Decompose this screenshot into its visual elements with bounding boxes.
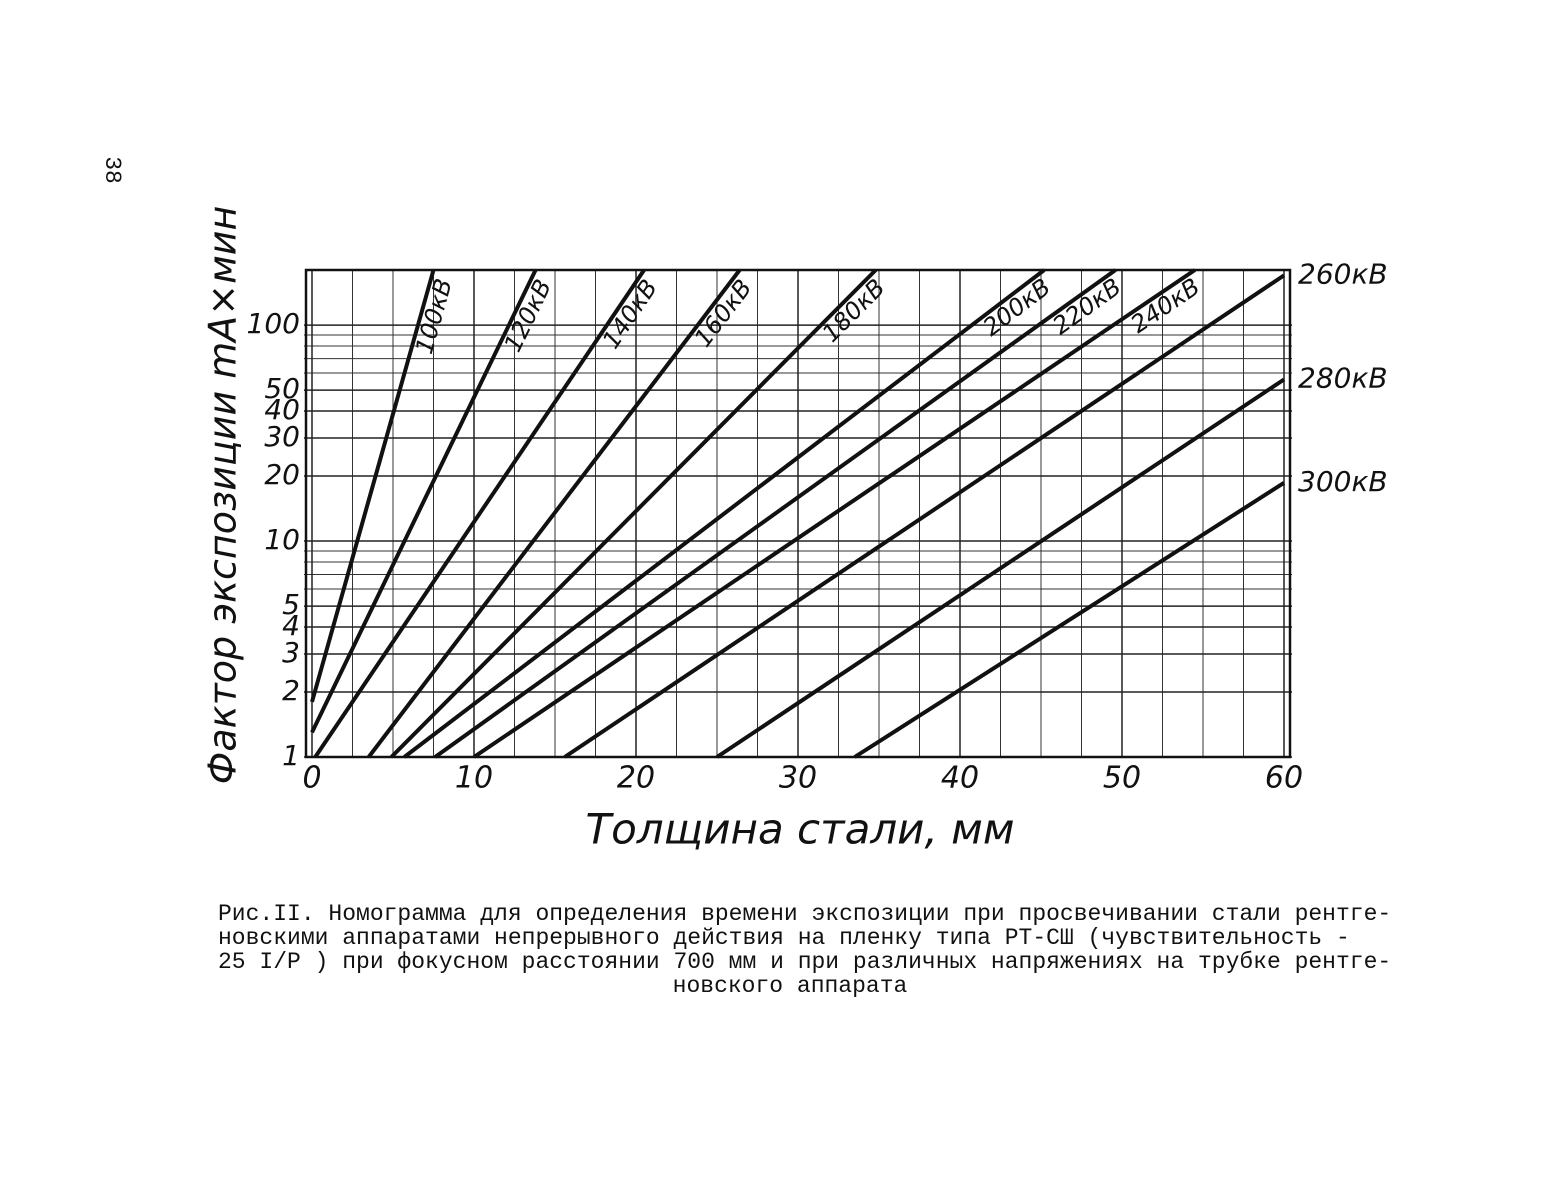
series-line <box>313 268 646 759</box>
series-label: 300кВ <box>1298 465 1388 498</box>
page-number: 38 <box>99 156 125 184</box>
series-label: 260кВ <box>1298 257 1388 290</box>
series-label: 140кВ <box>597 274 663 353</box>
y-tick-label: 30 <box>264 420 300 453</box>
x-tick-label: 0 <box>302 761 321 796</box>
x-tick-label: 10 <box>455 761 493 796</box>
y-tick-label: 10 <box>264 523 300 556</box>
series-label: 180кВ <box>817 274 891 348</box>
x-tick-label: 60 <box>1265 761 1303 796</box>
plot-frame <box>304 268 1292 759</box>
y-tick-label: 3 <box>282 636 300 669</box>
series-label: 120кВ <box>499 275 558 356</box>
series-line <box>853 481 1286 759</box>
y-tick-label: 100 <box>247 307 300 340</box>
y-tick-label: 5 <box>282 588 300 621</box>
x-axis-label: Толщина стали, мм <box>585 805 1014 854</box>
y-tick-label: 1 <box>282 739 300 772</box>
caption-line: новского аппарата <box>673 973 908 999</box>
x-tick-label: 20 <box>617 761 655 796</box>
series-line <box>403 268 1046 759</box>
y-tick-label: 4 <box>282 609 300 642</box>
y-tick-label: 40 <box>264 393 300 426</box>
x-tick-label: 40 <box>941 761 979 796</box>
y-tick-label: 20 <box>264 458 300 491</box>
y-tick-label: 50 <box>264 372 300 405</box>
series-line <box>433 268 1117 759</box>
series-line <box>389 268 878 759</box>
series-label: 160кВ <box>689 274 758 352</box>
series-line <box>310 269 436 703</box>
series-line <box>367 268 742 759</box>
caption-line: Рис.II. Номограмма для определения време… <box>218 901 1391 927</box>
caption-line: 25 I/P ) при фокусном расстоянии 700 мм … <box>218 949 1391 975</box>
y-axis-label: Фактор экспозиции mA×мин <box>201 206 245 785</box>
x-tick-label: 30 <box>779 761 817 796</box>
series-line <box>563 273 1286 759</box>
series-label: 200кВ <box>978 273 1056 342</box>
caption-line: новскими аппаратами непрерывного действи… <box>218 925 1350 951</box>
y-tick-label: 2 <box>282 674 300 707</box>
series-label: 100кВ <box>410 276 458 357</box>
series-line <box>472 268 1197 759</box>
series-label: 220кВ <box>1048 273 1127 340</box>
x-tick-label: 50 <box>1103 761 1141 796</box>
series-line <box>715 377 1286 759</box>
series-label: 240кВ <box>1126 273 1205 339</box>
series-line <box>310 269 538 734</box>
series-label: 280кВ <box>1298 361 1388 394</box>
